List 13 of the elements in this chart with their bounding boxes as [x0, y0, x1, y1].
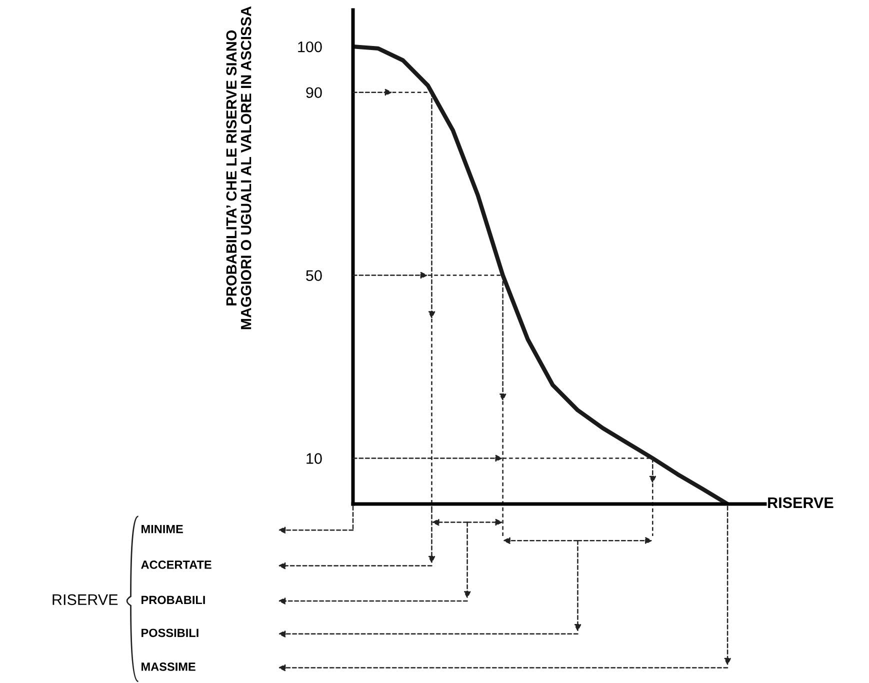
y-tick-label: 100 — [298, 41, 322, 52]
y-axis-title: PROBABILITA’ CHE LE RISERVE SIANO MAGGIORI O UGUALI AL VALORE IN ASCISSA — [226, 6, 252, 330]
text: POSSIBILI — [142, 628, 198, 638]
text: MASSIME — [142, 662, 196, 671]
y-tick-label: 10 — [306, 453, 322, 464]
text: RISERVE — [52, 594, 118, 606]
line-series — [353, 44, 730, 504]
y-tick-label: 50 — [306, 270, 322, 281]
x-axis-title: RISERVE — [768, 497, 834, 508]
text: ACCERTATE — [141, 560, 212, 569]
text: MINIME — [142, 525, 183, 534]
text: PROBABILI — [142, 596, 205, 604]
y-tick-label: 90 — [306, 87, 322, 98]
